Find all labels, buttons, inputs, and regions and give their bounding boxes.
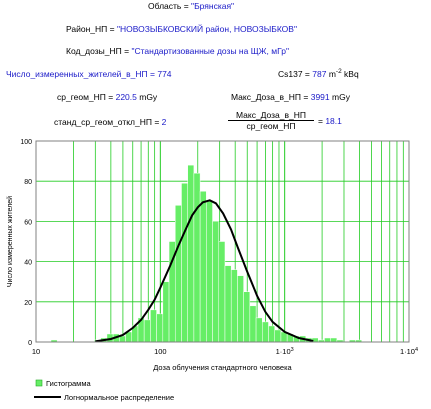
legend: Гистограмма Логнормальное распределение [34, 379, 174, 402]
region-value: "Брянская" [191, 1, 235, 11]
x-tick-label: 10 [32, 347, 40, 356]
x-tick-labels: 10 100 1·103 1·104 [32, 347, 418, 356]
histogram-bar [199, 191, 207, 343]
histogram-bar [193, 172, 201, 343]
residents-line: Число_измеренных_жителей_в_НП = 774 [6, 69, 172, 79]
histogram-bar [262, 321, 269, 343]
ratio-fraction: Макс_Доза_в_НП ср_геом_НП [228, 110, 314, 131]
histogram-bar [187, 164, 195, 343]
residents-value: 774 [157, 69, 172, 79]
ratio-value-line: = 18.1 [318, 116, 342, 126]
district-line: Район_НП = "НОВОЗЫБКОВСКИЙ район, НОВОЗЫ… [66, 24, 297, 34]
y-axis-label: Число измеренных жителей [6, 196, 14, 287]
geomean-line: ср_геом_НП = 220.5 mGy [57, 92, 157, 102]
lognormal-curve [95, 199, 314, 343]
cs137-unit-exp: -2 [335, 68, 342, 75]
y-tick-label: 40 [24, 260, 32, 267]
histogram-bar [274, 329, 282, 343]
y-tick-label: 20 [24, 300, 32, 307]
residents-label: Число_измеренных_жителей_в_НП = [6, 69, 158, 79]
legend-swatch-histogram [35, 379, 43, 387]
x-tick-label: 100 [154, 347, 167, 356]
histogram-bar [218, 241, 226, 343]
y-tick-label: 60 [24, 219, 32, 226]
district-label: Район_НП = [66, 24, 117, 34]
dose-code-line: Код_дозы_НП = "Стандартизованные дозы на… [66, 46, 289, 56]
histogram-bar [174, 205, 182, 343]
gsd-line: станд_ср_геом_откл_НП = 2 [54, 117, 166, 127]
plot-frame [35, 140, 410, 343]
cs137-value: 787 [312, 68, 327, 79]
district-value: "НОВОЗЫБКОВСКИЙ район, НОВОЗЫБКОВ" [116, 24, 297, 34]
y-tick-label: 0 [28, 340, 32, 347]
maxdose-value: 3991 [310, 92, 330, 102]
dose-code-label: Код_дозы_НП = [66, 46, 132, 56]
cs137-label: Cs137 = [278, 68, 313, 79]
histogram-bar [237, 275, 244, 343]
ratio-numerator: Макс_Доза_в_НП [228, 110, 314, 121]
histogram-bar [249, 305, 257, 343]
ratio-eq: = [318, 116, 326, 126]
dose-code-value: "Стандартизованные дозы на ЩЖ, мГр" [131, 46, 289, 56]
cs137-line: Cs137 = 787 m-2 kBq [278, 67, 359, 79]
histogram-bar [230, 269, 238, 343]
histogram-bar [243, 291, 251, 343]
histogram-bar [212, 221, 220, 343]
x-tick-label: 1·104 [400, 347, 418, 356]
gsd-label: станд_ср_геом_откл_НП = [54, 117, 162, 127]
ratio-value: 18.1 [325, 116, 342, 126]
histogram-bar [330, 337, 338, 343]
histogram-bar [268, 325, 275, 343]
y-tick-label: 100 [20, 139, 32, 146]
maxdose-label: Макс_Доза_в_НП = [231, 92, 311, 102]
histogram-bar [143, 319, 151, 343]
region-label: Область = [148, 1, 192, 11]
histogram-bar [162, 281, 170, 343]
histogram-bar [156, 313, 164, 343]
histogram-bars [50, 164, 363, 343]
geomean-label: ср_геом_НП = [57, 92, 116, 102]
ratio-denominator: ср_геом_НП [246, 121, 296, 131]
y-tick-labels: 0 20 40 60 80 100 [20, 139, 32, 347]
gsd-value: 2 [161, 117, 167, 127]
cs137-unit-pre: m [326, 68, 336, 79]
histogram-bar [255, 317, 263, 343]
histogram-bar [224, 265, 232, 343]
legend-label-histogram: Гистограмма [46, 379, 91, 388]
geomean-value: 220.5 [115, 92, 137, 102]
legend-label-lognormal: Логнормальное распределение [64, 393, 174, 402]
histogram-bar [181, 182, 188, 343]
maxdose-line: Макс_Доза_в_НП = 3991 mGy [231, 92, 350, 102]
maxdose-unit: mGy [329, 92, 350, 102]
cs137-unit-post: kBq [341, 68, 359, 79]
x-tick-label: 1·103 [276, 347, 294, 356]
region-line: Область = "Брянская" [148, 1, 234, 11]
histogram-bar [150, 309, 157, 343]
histogram-bar [324, 337, 331, 343]
geomean-unit: mGy [136, 92, 158, 102]
x-axis-label: Доза облучения стандартного человека [153, 363, 292, 372]
y-tick-label: 80 [24, 179, 32, 186]
histogram-bar [206, 201, 213, 343]
